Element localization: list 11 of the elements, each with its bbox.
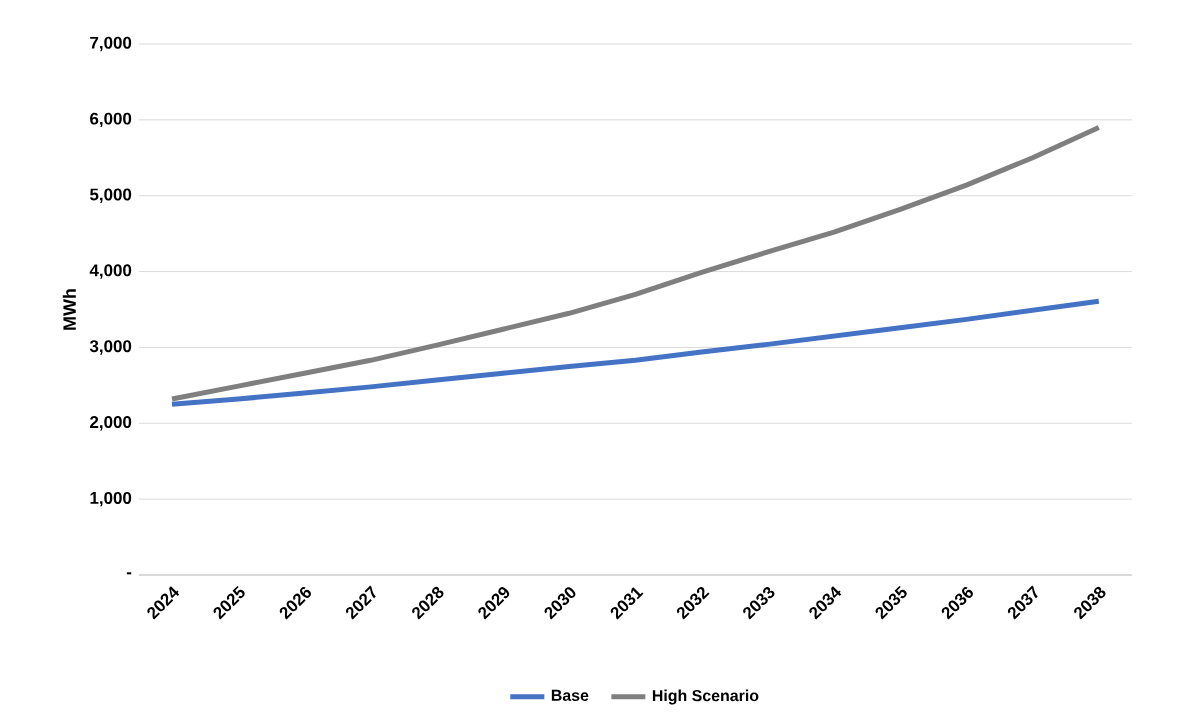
legend-label: Base xyxy=(551,689,589,701)
y-tick-label: 1,000 xyxy=(90,491,132,507)
y-tick-label: 2,000 xyxy=(90,416,132,431)
legend-label: High Scenario xyxy=(652,689,759,705)
y-tick-label: 6,000 xyxy=(90,112,132,128)
y-tick-label: 5,000 xyxy=(90,188,132,203)
y-tick-label: 3,000 xyxy=(89,340,132,355)
y-tick-label: - xyxy=(126,572,132,575)
y-axis-title: MWh xyxy=(62,289,76,330)
y-tick-label: 4,000 xyxy=(89,264,132,279)
y-tick-label: 7,000 xyxy=(90,36,132,52)
